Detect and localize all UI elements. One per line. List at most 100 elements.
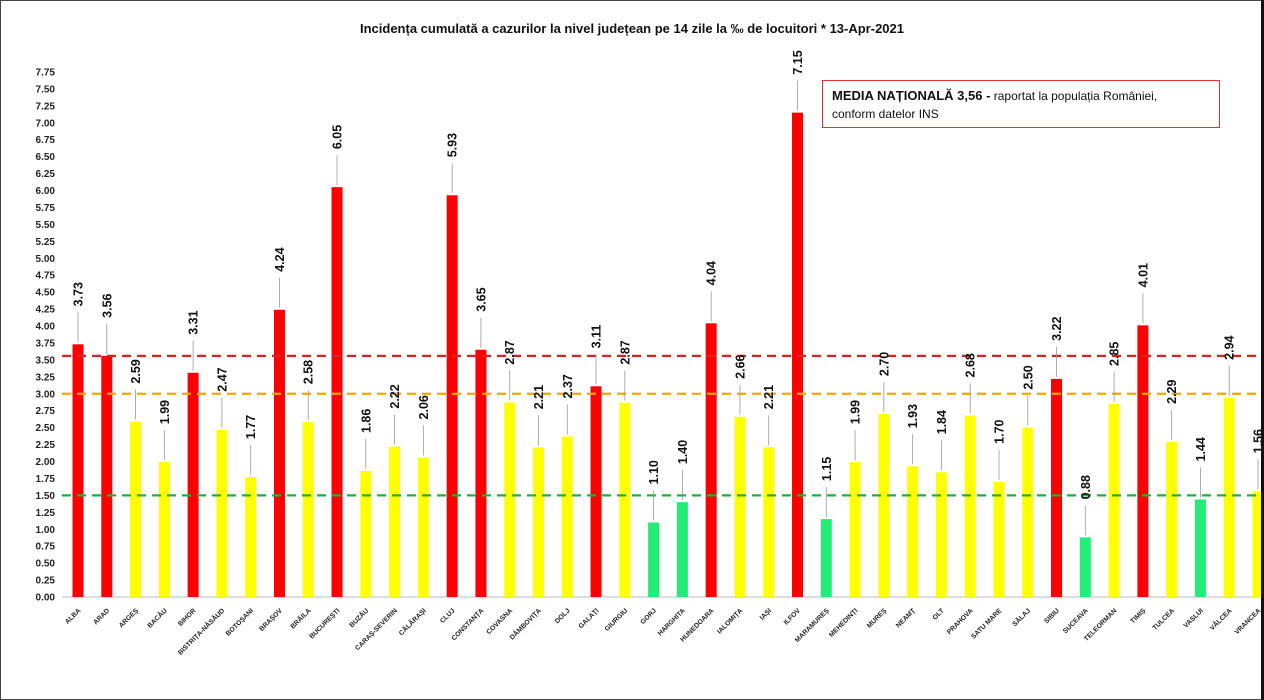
bar-dolj xyxy=(561,436,573,597)
national-average-source: conform datelor INS xyxy=(832,107,939,121)
x-tick-label: IAȘI xyxy=(759,607,773,621)
x-tick-label: TIMIȘ xyxy=(1130,607,1148,625)
data-label: 1.15 xyxy=(820,457,834,481)
data-label: 2.50 xyxy=(1021,365,1035,389)
y-tick-label: 3.00 xyxy=(36,389,56,400)
bar-bacău xyxy=(158,462,170,597)
data-label: 1.99 xyxy=(158,400,172,424)
data-label: 2.87 xyxy=(503,340,517,364)
bar-bistrița-năsăud xyxy=(216,429,228,597)
y-tick-label: 7.00 xyxy=(36,118,56,129)
y-tick-label: 0.25 xyxy=(36,576,56,587)
data-label: 1.10 xyxy=(647,460,661,484)
bar-botoșani xyxy=(245,477,257,597)
bar-cluj xyxy=(446,195,458,597)
bar-galați xyxy=(590,386,602,597)
bar-buzău xyxy=(360,471,372,597)
national-average-note: MEDIA NAȚIONALĂ 3,56 - raportat la popul… xyxy=(822,80,1220,128)
y-tick-label: 5.00 xyxy=(36,254,56,265)
x-tick-label: IALOMIȚA xyxy=(716,607,744,635)
y-tick-label: 7.75 xyxy=(36,68,56,79)
y-tick-label: 1.00 xyxy=(36,525,56,536)
data-label: 1.93 xyxy=(906,404,920,428)
data-label: 2.68 xyxy=(964,353,978,377)
y-tick-label: 2.00 xyxy=(36,457,56,468)
bar-covasna xyxy=(504,402,516,597)
x-tick-label: GALAȚI xyxy=(578,607,601,630)
y-tick-label: 0.75 xyxy=(36,542,56,553)
bar-hunedoara xyxy=(705,323,717,597)
x-tick-label: TULCEA xyxy=(1152,607,1177,632)
data-label: 2.47 xyxy=(215,367,229,391)
y-tick-label: 7.50 xyxy=(36,84,56,95)
chart-title: Incidența cumulată a cazurilor la nivel … xyxy=(359,21,904,36)
data-label: 5.93 xyxy=(446,133,460,157)
x-tick-label: BUCUREȘTI xyxy=(308,607,341,640)
bar-brașov xyxy=(273,309,285,597)
national-average-bold: MEDIA NAȚIONALĂ 3,56 - xyxy=(832,88,991,103)
data-label: 0.88 xyxy=(1079,475,1093,499)
y-tick-label: 0.50 xyxy=(36,559,56,570)
x-tick-label: ARAD xyxy=(92,607,111,626)
x-tick-label: SUCEAVA xyxy=(1062,607,1090,635)
data-label: 2.21 xyxy=(762,385,776,409)
y-tick-label: 4.75 xyxy=(36,271,56,282)
data-label: 2.29 xyxy=(1165,379,1179,403)
x-tick-label: MUREȘ xyxy=(866,607,889,630)
y-tick-label: 6.25 xyxy=(36,169,56,180)
x-tick-label: ARGEȘ xyxy=(118,607,140,629)
bar-prahova xyxy=(964,415,976,597)
bar-ialomița xyxy=(734,416,746,597)
x-tick-label: MEHEDINȚI xyxy=(828,607,859,638)
bar-teleorman xyxy=(1108,403,1120,597)
data-label: 3.56 xyxy=(100,293,114,317)
x-tick-label: HARGHITA xyxy=(657,607,687,637)
y-tick-label: 6.00 xyxy=(36,186,56,197)
bar-dâmbovița xyxy=(532,447,544,597)
y-tick-label: 5.25 xyxy=(36,237,56,248)
data-label: 2.94 xyxy=(1223,335,1237,359)
x-tick-label: BRĂILA xyxy=(288,606,313,631)
data-label: 2.66 xyxy=(733,354,747,378)
y-tick-label: 3.50 xyxy=(36,355,56,366)
y-tick-label: 3.75 xyxy=(36,338,56,349)
y-tick-label: 4.25 xyxy=(36,305,56,316)
bar-vrancea xyxy=(1252,491,1264,597)
x-tick-label: BISTRIȚA-NĂSĂUD xyxy=(176,606,227,657)
x-tick-label: ALBA xyxy=(64,607,82,625)
data-label: 1.86 xyxy=(359,409,373,433)
x-tick-label: BIHOR xyxy=(177,607,198,628)
y-tick-label: 1.75 xyxy=(36,474,56,485)
bar-harghita xyxy=(676,502,688,597)
y-tick-label: 1.50 xyxy=(36,491,56,502)
data-label: 4.24 xyxy=(273,247,287,271)
bar-alba xyxy=(72,344,84,597)
y-tick-label: 6.75 xyxy=(36,135,56,146)
data-label: 4.01 xyxy=(1136,263,1150,287)
data-label: 3.11 xyxy=(590,325,604,349)
bar-vaslui xyxy=(1194,499,1206,597)
y-tick-label: 2.75 xyxy=(36,406,56,417)
data-label: 3.22 xyxy=(1050,316,1064,340)
x-tick-label: SIBIU xyxy=(1043,607,1061,625)
data-label: 2.58 xyxy=(302,360,316,384)
bar-suceava xyxy=(1079,537,1091,597)
bar-vâlcea xyxy=(1223,397,1235,597)
data-label: 3.31 xyxy=(187,310,201,334)
data-label: 1.56 xyxy=(1252,429,1264,453)
y-tick-label: 3.25 xyxy=(36,372,56,383)
national-average-rest: raportat la populația României, xyxy=(990,89,1158,103)
y-tick-label: 1.25 xyxy=(36,508,56,519)
bar-neamț xyxy=(907,466,919,597)
right-edge-bar xyxy=(1261,0,1264,700)
bar-tulcea xyxy=(1166,441,1178,597)
bar-bucurești xyxy=(331,187,343,597)
bar-iași xyxy=(763,447,775,597)
bar-arad xyxy=(101,355,113,597)
x-tick-label: VASLUI xyxy=(1183,607,1205,629)
data-label: 2.85 xyxy=(1108,342,1122,366)
x-tick-label: BRAȘOV xyxy=(258,607,284,633)
data-label: 2.06 xyxy=(417,395,431,419)
bar-satu mare xyxy=(993,481,1005,597)
